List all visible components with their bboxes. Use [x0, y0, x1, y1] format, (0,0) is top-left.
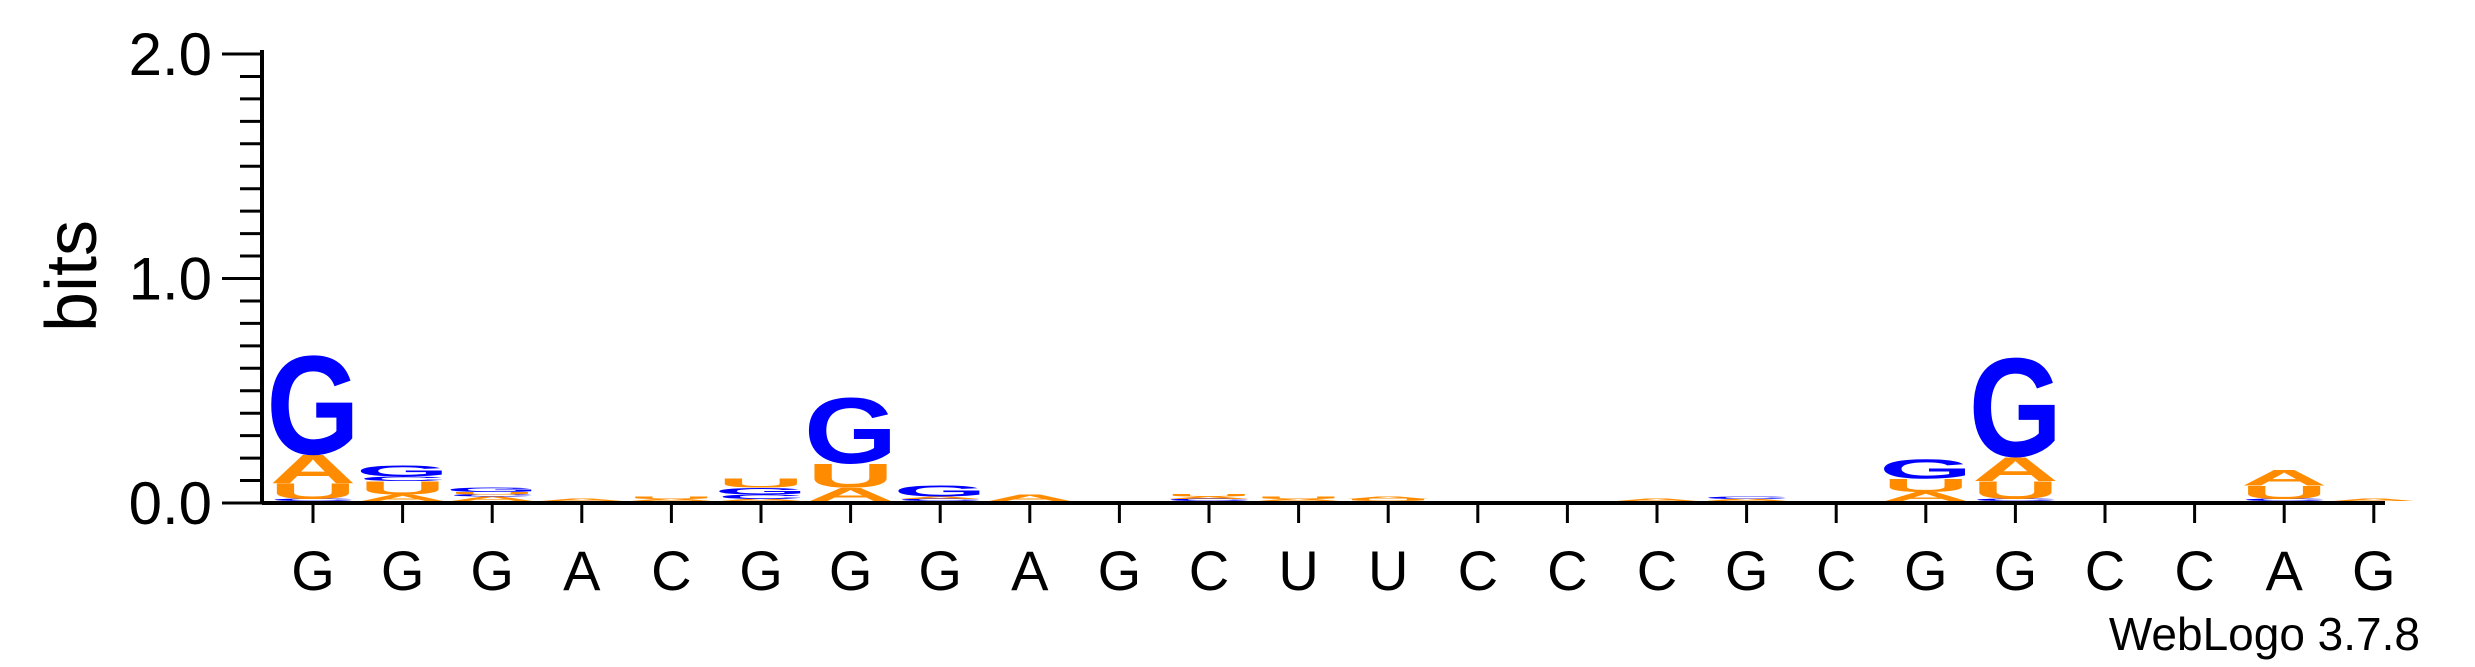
- x-tick-label: G: [1904, 539, 1948, 602]
- x-tick-label: G: [1725, 539, 1769, 602]
- x-tick-label: G: [1994, 539, 2038, 602]
- x-tick-label: A: [2266, 539, 2304, 602]
- x-tick-label: C: [1458, 539, 1498, 602]
- logo-glyph-C: C: [1166, 498, 1253, 502]
- logo-glyph-U: U: [628, 496, 715, 500]
- logo-glyph-A: A: [2330, 498, 2417, 502]
- logo-glyph-U: U: [270, 479, 357, 503]
- logo-glyph-C: C: [2241, 498, 2328, 502]
- logo-glyph-G: G: [1879, 453, 1972, 484]
- logo-glyph-A: A: [1166, 496, 1253, 500]
- y-tick-label: 2.0: [129, 21, 212, 88]
- logo-glyph-A: A: [986, 493, 1073, 503]
- logo-glyph-C: C: [897, 498, 984, 502]
- x-tick-label: G: [918, 539, 962, 602]
- logo-glyph-U: U: [718, 476, 805, 490]
- x-tick-label: G: [1098, 539, 1142, 602]
- logo-glyph-U: U: [1255, 496, 1342, 500]
- logo-glyph-C: C: [359, 475, 446, 482]
- x-tick-label: C: [2174, 539, 2214, 602]
- x-tick-label: C: [2085, 539, 2125, 602]
- x-tick-label: C: [1547, 539, 1587, 602]
- logo-glyph-A: A: [1345, 496, 1432, 500]
- x-tick-label: A: [1011, 539, 1049, 602]
- x-tick-label: C: [1816, 539, 1856, 602]
- logo-glyph-U: U: [449, 491, 536, 495]
- logo-glyph-A: A: [718, 498, 805, 502]
- logo-glyph-G: G: [266, 326, 359, 484]
- logo-glyph-A: A: [538, 498, 625, 502]
- logo-glyph-C: C: [1972, 498, 2059, 502]
- logo-glyph-A: A: [1882, 490, 1969, 504]
- logo-glyph-U: U: [807, 456, 894, 495]
- x-tick-label: C: [1637, 539, 1677, 602]
- x-tick-label: G: [291, 539, 335, 602]
- logo-glyph-U: U: [1166, 494, 1253, 498]
- logo-glyph-A: A: [807, 484, 894, 505]
- logo-glyph-A: A: [270, 446, 357, 491]
- logo-glyph-C: C: [270, 498, 357, 502]
- logo-glyph-U: U: [1972, 476, 2059, 504]
- y-tick-label: 0.0: [129, 470, 212, 537]
- logo-glyph-G: G: [714, 486, 807, 496]
- x-tick-label: G: [739, 539, 783, 602]
- logo-glyph-A: A: [628, 498, 715, 502]
- logo-glyph-A: A: [449, 495, 536, 502]
- y-axis-label: bits: [32, 220, 112, 332]
- x-tick-label: U: [1368, 539, 1408, 602]
- y-tick-label: 1.0: [129, 246, 212, 313]
- x-tick-label: U: [1278, 539, 1318, 602]
- logo-glyph-A: A: [2241, 466, 2328, 490]
- logo-glyph-U: U: [2241, 482, 2328, 503]
- logo-glyph-G: G: [1969, 328, 2062, 486]
- x-tick-label: G: [470, 539, 514, 602]
- logo-glyph-G: G: [356, 462, 449, 479]
- logo-glyph-C: C: [718, 493, 805, 500]
- logo-glyph-C: C: [449, 494, 536, 498]
- logo-glyph-A: A: [1972, 450, 2059, 489]
- x-tick-label: C: [651, 539, 691, 602]
- credit-label: WebLogo 3.7.8: [2109, 608, 2420, 660]
- logo-glyph-G: G: [894, 483, 987, 500]
- logo-glyph-G: G: [804, 377, 897, 483]
- x-tick-label: G: [381, 539, 425, 602]
- logo-glyph-A: A: [897, 496, 984, 500]
- logo-glyph-U: U: [1882, 475, 1969, 496]
- y-ticks: 0.0 1.0 2.0: [129, 21, 262, 537]
- x-tick-label: A: [563, 539, 601, 602]
- x-tick-label: G: [829, 539, 873, 602]
- x-tick-label: G: [2352, 539, 2396, 602]
- logo-glyph-U: U: [359, 477, 446, 498]
- logo-glyph-C: C: [1703, 496, 1790, 500]
- logo-glyph-A: A: [359, 493, 446, 503]
- logo-glyph-A: A: [1703, 498, 1790, 502]
- logo-glyph-A: A: [1255, 498, 1342, 502]
- logo-glyph-A: A: [1614, 498, 1701, 502]
- logo-glyph-U: U: [1345, 498, 1432, 502]
- x-tick-label: C: [1189, 539, 1229, 602]
- logo-glyph-G: G: [446, 486, 539, 493]
